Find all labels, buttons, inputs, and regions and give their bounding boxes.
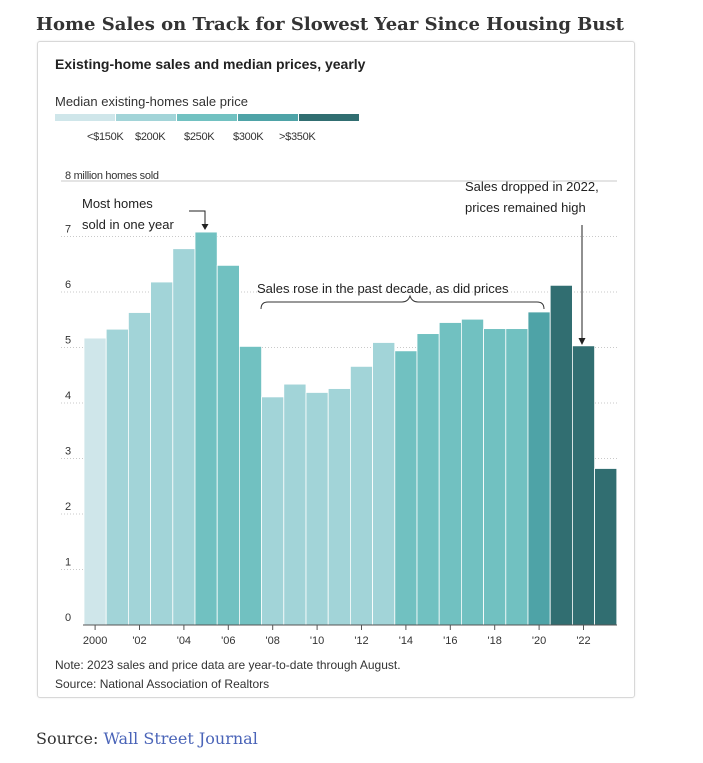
y-tick-0: 0	[65, 612, 71, 624]
page-title: Home Sales on Track for Slowest Year Sin…	[36, 14, 624, 35]
x-tick-2014: '14	[399, 635, 413, 647]
bar-2002	[128, 312, 152, 626]
chart-title: Existing-home sales and median prices, y…	[55, 56, 366, 72]
source-link[interactable]: Wall Street Journal	[103, 729, 258, 748]
page-source: Source: Wall Street Journal	[36, 729, 258, 748]
bar-2000	[83, 337, 107, 626]
source-label: Source:	[36, 729, 99, 748]
y-tick-6: 6	[65, 279, 71, 291]
annotation-peak-arrow	[189, 210, 206, 226]
bar-2004	[172, 248, 196, 626]
legend-title: Median existing-homes sale price	[55, 94, 248, 109]
bar-2006	[216, 264, 240, 626]
existing-home-sales-chart: Existing-home sales and median prices, y…	[55, 56, 618, 691]
x-tick-2018: '18	[488, 635, 502, 647]
bar-2009	[283, 383, 307, 626]
bar-2013	[372, 342, 396, 626]
y-tick-7: 7	[65, 224, 71, 236]
y-axis-ticks: 0 1 2 3 4 5 6 7	[65, 224, 71, 625]
bar-2014	[394, 350, 418, 626]
bar-2023	[594, 468, 618, 626]
x-axis-ticks: 2000 '02 '04 '06 '08 '10 '12 '14 '16 '18 '20 '22	[83, 625, 591, 647]
bar-2016	[438, 322, 462, 626]
y-tick-5: 5	[65, 335, 71, 347]
x-tick-2006: '06	[221, 635, 235, 647]
gridlines	[61, 180, 617, 570]
x-tick-2010: '10	[310, 635, 324, 647]
legend-swatch-1	[116, 114, 176, 121]
y-tick-4: 4	[65, 390, 71, 402]
y-tick-1: 1	[65, 557, 71, 569]
bar-2001	[105, 328, 129, 626]
annotation-drop-line1: Sales dropped in 2022,	[465, 179, 599, 194]
annotation-drop-line2: prices remained high	[465, 200, 586, 215]
x-tick-2016: '16	[443, 635, 457, 647]
bar-2015	[416, 333, 440, 626]
x-tick-2002: '02	[132, 635, 146, 647]
legend-label-3: $300K	[233, 131, 264, 143]
bar-2007	[238, 345, 262, 626]
bar-2018	[483, 328, 507, 626]
bar-2005	[194, 231, 218, 626]
legend-label-2: $250K	[184, 131, 215, 143]
annotation-peak-arrowhead	[201, 224, 209, 230]
bar-2003	[150, 281, 174, 626]
x-tick-2008: '08	[266, 635, 280, 647]
bar-series	[83, 231, 618, 626]
legend-labels: <$150K $200K $250K $300K >$350K	[87, 131, 317, 143]
y-unit-label: 8 million homes sold	[65, 170, 159, 182]
annotation-drop-arrowhead	[578, 338, 586, 345]
bar-2012	[349, 365, 373, 626]
annotation-decade-bracket	[260, 294, 545, 310]
chart-source: Source: National Association of Realtors	[55, 677, 269, 691]
bar-2021	[549, 284, 573, 626]
annotation-peak-line1: Most homes	[82, 196, 153, 211]
bar-2010	[305, 392, 329, 626]
x-tick-2012: '12	[354, 635, 368, 647]
x-tick-2022: '22	[576, 635, 590, 647]
chart-note: Note: 2023 sales and price data are year…	[55, 658, 401, 672]
x-tick-2004: '04	[177, 635, 191, 647]
bar-2008	[261, 396, 285, 626]
x-tick-2020: '20	[532, 635, 546, 647]
bar-2020	[527, 311, 551, 626]
legend-label-4: >$350K	[279, 131, 316, 143]
legend-swatch-0	[55, 114, 115, 121]
bar-2022	[572, 345, 596, 626]
bar-2011	[327, 388, 351, 626]
legend-label-0: <$150K	[87, 131, 124, 143]
bar-2017	[460, 318, 484, 626]
legend-label-1: $200K	[135, 131, 166, 143]
bar-2019	[505, 328, 529, 626]
annotation-peak-line2: sold in one year	[82, 217, 174, 232]
legend-swatch-2	[177, 114, 237, 121]
legend-swatches	[55, 114, 359, 121]
annotation-decade: Sales rose in the past decade, as did pr…	[257, 281, 509, 296]
y-tick-2: 2	[65, 501, 71, 513]
legend-swatch-3	[238, 114, 298, 121]
x-tick-2000: 2000	[83, 635, 107, 647]
legend-swatch-4	[299, 114, 359, 121]
y-tick-3: 3	[65, 446, 71, 458]
